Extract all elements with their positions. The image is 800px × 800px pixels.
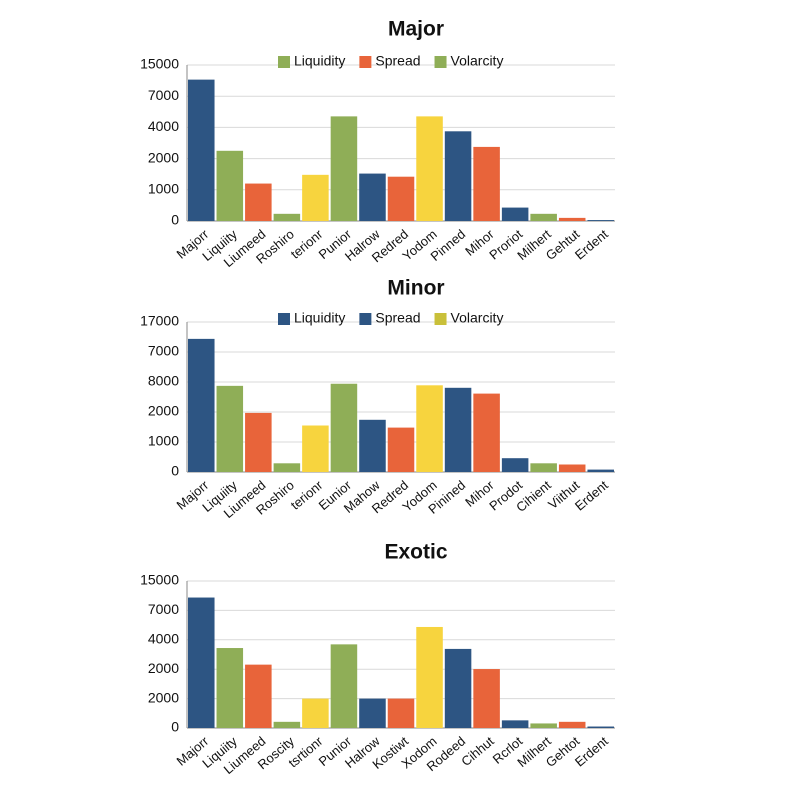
y-tick-label: 17000 (140, 313, 179, 329)
x-tick-label: Erdent (572, 226, 611, 262)
bar (359, 698, 386, 728)
bar (216, 150, 244, 221)
bar (416, 116, 443, 221)
bar (501, 207, 529, 221)
legend-swatch (278, 56, 290, 68)
bar (444, 131, 472, 221)
bar (501, 458, 529, 472)
legend-label: Liquidity (294, 310, 345, 326)
bar (273, 721, 301, 728)
y-tick-label: 7000 (148, 601, 179, 617)
bar (558, 721, 586, 728)
bar (558, 217, 586, 221)
bar (558, 464, 586, 472)
bar (473, 146, 500, 221)
y-tick-label: 15000 (140, 56, 179, 72)
chart-title: Major (388, 18, 444, 41)
y-tick-label: 0 (171, 463, 179, 479)
bar (587, 726, 614, 728)
bar (416, 626, 443, 728)
bar (530, 213, 557, 221)
bar (501, 720, 529, 728)
y-tick-label: 2000 (148, 660, 179, 676)
legend-label: Liquidity (294, 53, 345, 69)
bar (387, 176, 415, 221)
bar (359, 419, 386, 472)
bar (444, 648, 472, 728)
bar (473, 669, 500, 728)
y-tick-label: 15000 (140, 572, 179, 588)
bar (387, 698, 415, 728)
legend-label: Spread (375, 310, 420, 326)
bar (302, 698, 329, 728)
bar (188, 338, 215, 472)
bar (530, 723, 557, 728)
y-tick-label: 4000 (148, 118, 179, 134)
bar (530, 463, 557, 472)
bar (216, 648, 244, 728)
y-tick-label: 2000 (148, 689, 179, 705)
bar (188, 597, 215, 728)
y-tick-label: 4000 (148, 631, 179, 647)
legend-swatch (278, 313, 290, 325)
bar (273, 463, 301, 472)
bar (387, 427, 415, 472)
y-tick-label: 1000 (148, 433, 179, 449)
legend-swatch (359, 313, 372, 325)
bar (444, 387, 472, 472)
legend-label: Spread (375, 53, 420, 69)
bar (330, 644, 358, 728)
x-tick-label: Cihhut (458, 733, 497, 769)
bar (330, 383, 358, 472)
bar (245, 412, 272, 472)
bar (216, 385, 244, 472)
legend-swatch (359, 56, 372, 68)
bar (587, 220, 614, 221)
y-tick-label: 7000 (148, 87, 179, 103)
y-tick-label: 7000 (148, 343, 179, 359)
bar (188, 79, 215, 221)
chart-title: Exotic (384, 541, 447, 564)
y-tick-label: 8000 (148, 373, 179, 389)
bar (473, 393, 500, 472)
bar (245, 183, 272, 221)
bar (245, 664, 272, 728)
legend-swatch (434, 313, 447, 325)
bar (302, 174, 329, 221)
bar (359, 173, 386, 221)
bar (587, 469, 614, 472)
chart-title: Minor (387, 277, 444, 300)
y-tick-label: 1000 (148, 181, 179, 197)
bar (302, 425, 329, 472)
x-tick-label: Erdent (572, 733, 611, 769)
bar (273, 213, 301, 221)
bar (330, 116, 358, 221)
y-tick-label: 0 (171, 719, 179, 735)
x-tick-label: Erdent (572, 477, 611, 513)
y-tick-label: 2000 (148, 403, 179, 419)
y-tick-label: 0 (171, 212, 179, 228)
bar (416, 385, 443, 472)
legend-label: Volarcity (451, 310, 504, 326)
legend-label: Volarcity (451, 53, 504, 69)
legend-swatch (434, 56, 447, 68)
y-tick-label: 2000 (148, 149, 179, 165)
